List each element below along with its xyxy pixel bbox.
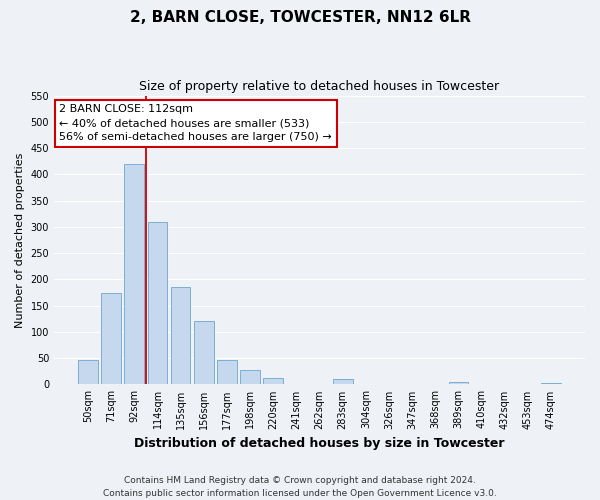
X-axis label: Distribution of detached houses by size in Towcester: Distribution of detached houses by size … [134,437,505,450]
Bar [148,222,167,384]
Bar [263,378,283,384]
Bar [541,383,561,384]
Bar [171,288,190,384]
Text: 2, BARN CLOSE, TOWCESTER, NN12 6LR: 2, BARN CLOSE, TOWCESTER, NN12 6LR [130,10,470,25]
Bar [124,164,144,384]
Bar [217,360,237,384]
Title: Size of property relative to detached houses in Towcester: Size of property relative to detached ho… [139,80,500,93]
Bar [449,382,468,384]
Bar [194,322,214,384]
Y-axis label: Number of detached properties: Number of detached properties [15,152,25,328]
Text: 2 BARN CLOSE: 112sqm
← 40% of detached houses are smaller (533)
56% of semi-deta: 2 BARN CLOSE: 112sqm ← 40% of detached h… [59,104,332,142]
Bar [240,370,260,384]
Bar [101,292,121,384]
Bar [333,379,353,384]
Text: Contains HM Land Registry data © Crown copyright and database right 2024.
Contai: Contains HM Land Registry data © Crown c… [103,476,497,498]
Bar [78,360,98,384]
